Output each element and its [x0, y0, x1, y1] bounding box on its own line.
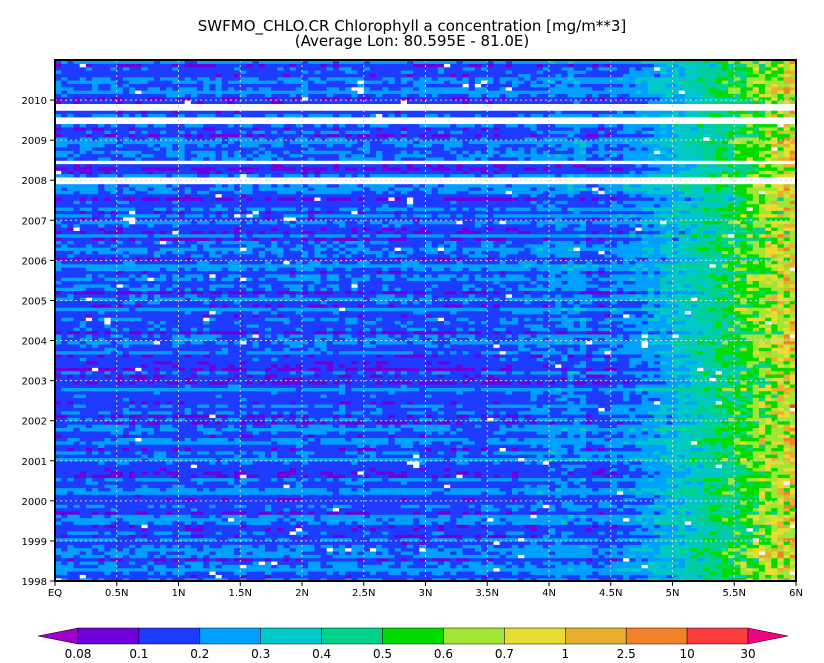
chart-title-group: SWFMO_CHLO.CR Chlorophyll a concentratio… — [198, 17, 626, 50]
chart-subtitle: (Average Lon: 80.595E - 81.0E) — [295, 32, 529, 50]
